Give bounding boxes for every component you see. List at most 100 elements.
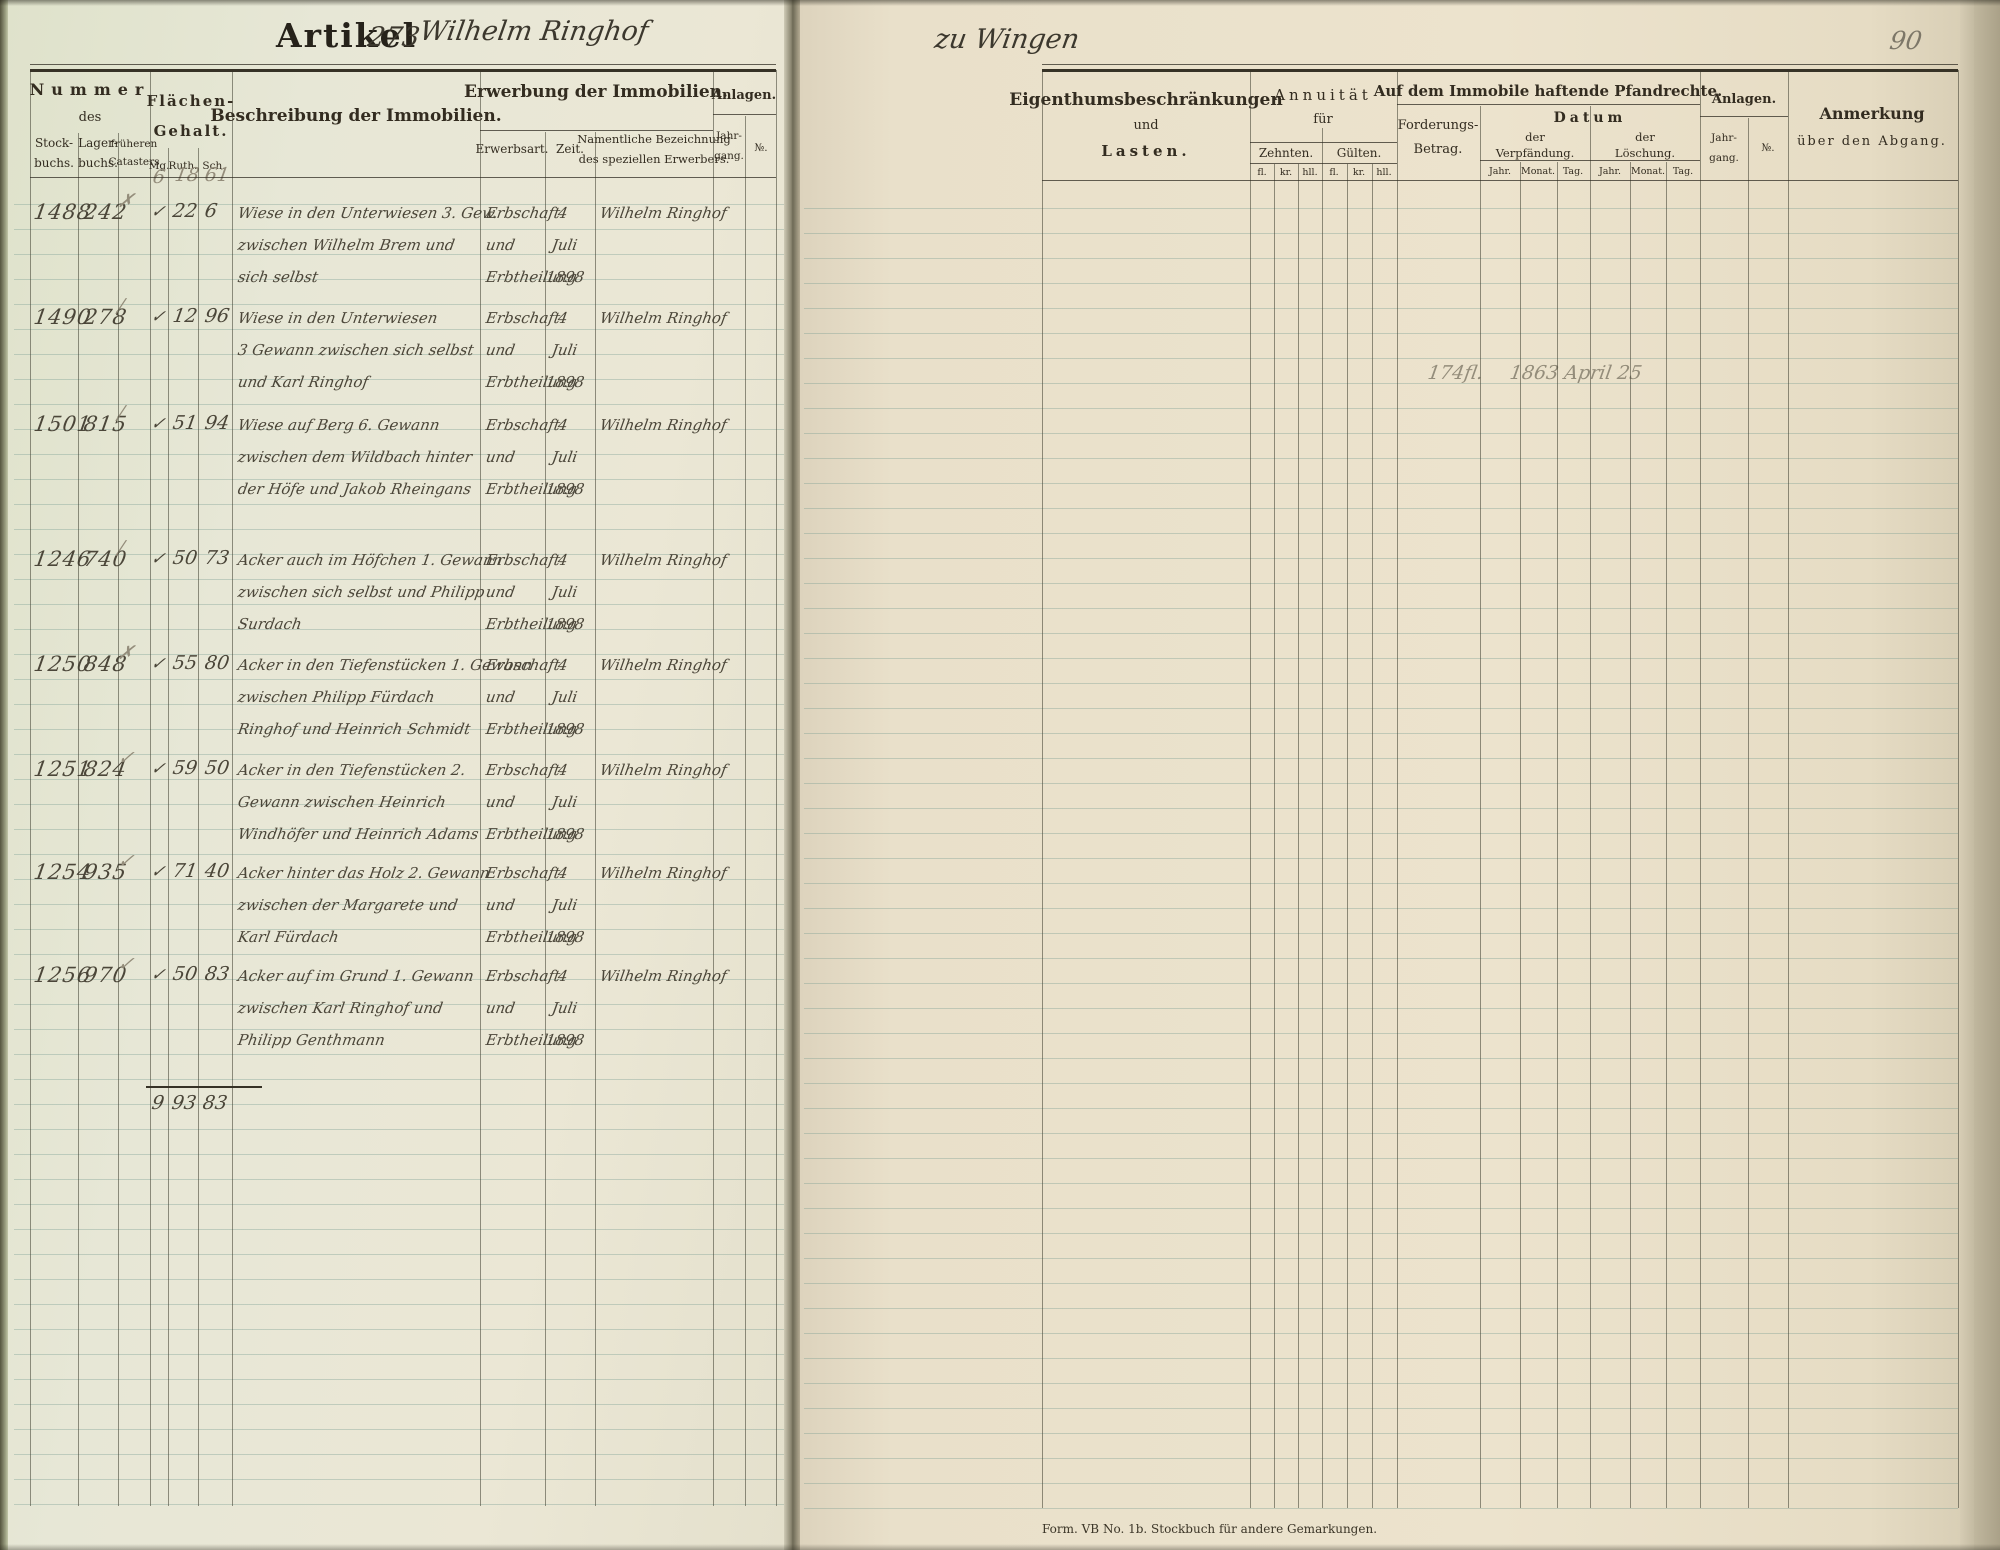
cell-flaeche-sch: 50: [203, 757, 231, 779]
cell-erwerbsart-line: und: [484, 688, 517, 706]
col-anlagen-right: Anlagen.: [1711, 92, 1777, 107]
cell-flaeche-sch: 83: [203, 963, 231, 985]
col-sch: Sch.: [202, 160, 226, 172]
grid-vline: [745, 116, 746, 1506]
col-erwerbung: Erwerbung der Immobilien.: [464, 82, 728, 102]
unit-tag-2: Tag.: [1672, 166, 1694, 177]
cell-erwerbsart-line: Erbschaft: [484, 551, 562, 569]
cell-erwerber: Wilhelm Ringhof: [598, 309, 729, 327]
sum-ruth: 93: [170, 1092, 198, 1114]
left-page: [8, 0, 792, 1550]
col-anmerkung-2: über den Abgang.: [1797, 134, 1947, 149]
unit-hll-2: hll.: [1376, 167, 1392, 178]
cell-description-line: Philipp Genthmann: [236, 1031, 387, 1049]
col-verpfaendung: der: [1525, 130, 1545, 144]
unit-fl-1: fl.: [1257, 167, 1267, 178]
cell-description-line: Acker in den Tiefenstücken 2.: [236, 761, 467, 779]
cell-erwerbsart-line: und: [484, 999, 517, 1017]
col-datum: Datum: [1553, 110, 1627, 126]
col-jahrgang-left-2: gang.: [714, 150, 744, 162]
col-stockbuchs: Stock-: [34, 136, 74, 150]
cell-erwerber: Wilhelm Ringhof: [598, 864, 729, 882]
cell-description-line: Gewann zwischen Heinrich: [236, 793, 448, 811]
col-anmerkung: Anmerkung: [1819, 104, 1925, 123]
cell-description-line: zwischen Philipp Fürdach: [236, 688, 437, 706]
top-shadow: [0, 0, 2000, 6]
grid-hline: [30, 177, 776, 178]
cell-description-line: zwischen der Margarete und: [236, 896, 460, 914]
col-eigenthum: Eigenthumsbeschränkungen: [1009, 90, 1283, 110]
col-jahrgang-left: Jahr-: [716, 130, 742, 142]
cell-zeit-line: Juli: [550, 583, 579, 601]
grid-hline: [1042, 64, 1958, 65]
cell-zeit-line: 1898: [544, 373, 586, 391]
right-page: [800, 0, 1960, 1550]
grid-vline: [150, 70, 151, 1506]
cell-description-line: Wiese in den Unterwiesen 3. Gew.: [236, 204, 500, 222]
grid-hline: [1250, 163, 1397, 164]
form-footer: Form. VB No. 1b. Stockbuch für andere Ge…: [1042, 1522, 1378, 1536]
cell-erwerbsart-line: und: [484, 341, 517, 359]
col-stockbuchs-2: buchs.: [34, 156, 74, 170]
pencil-mark: ✗: [116, 642, 136, 664]
cell-flaeche-sch: 40: [203, 860, 231, 882]
col-forderung: Forderungs-: [1397, 118, 1479, 133]
cell-description-line: 3 Gewann zwischen sich selbst: [236, 341, 476, 359]
cell-flaeche-sch: 96: [203, 305, 231, 327]
col-mg: Mg.: [148, 160, 170, 172]
cell-erwerbsart-line: Erbschaft: [484, 656, 562, 674]
grid-vline: [1788, 70, 1789, 1508]
unit-kr-1: kr.: [1279, 167, 1293, 178]
cell-zeit-line: 1898: [544, 1031, 586, 1049]
col-lagerbuchs: Lager-: [78, 136, 118, 150]
cell-erwerbsart-line: und: [484, 896, 517, 914]
grid-hline: [30, 64, 776, 65]
cell-erwerber: Wilhelm Ringhof: [598, 416, 729, 434]
grid-vline: [1700, 70, 1701, 1508]
grid-vline: [713, 70, 714, 1506]
cell-flaeche-ruth: 59: [171, 757, 199, 779]
grid-vline: [168, 148, 169, 1506]
cell-zeit-line: 1898: [544, 928, 586, 946]
grid-vline: [1480, 106, 1481, 1508]
grid-vline: [1274, 164, 1275, 1508]
grid-hline: [713, 114, 776, 115]
cell-flaeche-sch: 80: [203, 652, 231, 674]
cell-flaeche-ruth: 50: [171, 963, 199, 985]
grid-vline: [1520, 162, 1521, 1508]
cell-description-line: Acker auch im Höfchen 1. Gewann: [236, 551, 504, 569]
col-jahrgang-right: Jahr-: [1711, 132, 1737, 144]
article-place: zu Wingen: [932, 24, 1082, 55]
cell-zeit-line: Juli: [550, 688, 579, 706]
pencil-mark: ✓: [116, 747, 136, 769]
cell-description-line: Acker auf im Grund 1. Gewann: [236, 967, 476, 985]
unit-jahr-1: Jahr.: [1488, 166, 1512, 177]
unit-kr-2: kr.: [1352, 167, 1366, 178]
col-eigenthum-2: und: [1133, 118, 1159, 133]
left-page-ruling: [14, 180, 784, 1508]
cell-erwerber: Wilhelm Ringhof: [598, 967, 729, 985]
cell-erwerber: Wilhelm Ringhof: [598, 656, 729, 674]
col-loeschung: der: [1635, 130, 1655, 144]
col-jahrgang-right-2: gang.: [1709, 152, 1739, 164]
grid-vline: [1590, 106, 1591, 1508]
cell-flaeche-ruth: 55: [171, 652, 199, 674]
cell-erwerber: Wilhelm Ringhof: [598, 551, 729, 569]
cell-erwerbsart-line: und: [484, 793, 517, 811]
cell-description-line: zwischen Wilhelm Brem und: [236, 236, 457, 254]
grid-vline: [1298, 164, 1299, 1508]
unit-jahr-2: Jahr.: [1598, 166, 1622, 177]
right-page-ruling: [804, 184, 1958, 1510]
cell-description-line: Acker hinter das Holz 2. Gewann: [236, 864, 492, 882]
col-erwerbsart: Erwerbsart.: [475, 142, 549, 156]
book-gutter: [784, 0, 800, 1550]
cell-flaeche-ruth: 51: [171, 412, 199, 434]
unit-tag-1: Tag.: [1562, 166, 1584, 177]
cell-erwerbsart-line: und: [484, 583, 517, 601]
cell-erwerbsart-line: Erbschaft: [484, 967, 562, 985]
grid-vline: [78, 133, 79, 1506]
col-annuitaet-2: für: [1313, 112, 1333, 127]
cell-erwerbsart-line: und: [484, 448, 517, 466]
cell-flaeche-ruth: 50: [171, 547, 199, 569]
